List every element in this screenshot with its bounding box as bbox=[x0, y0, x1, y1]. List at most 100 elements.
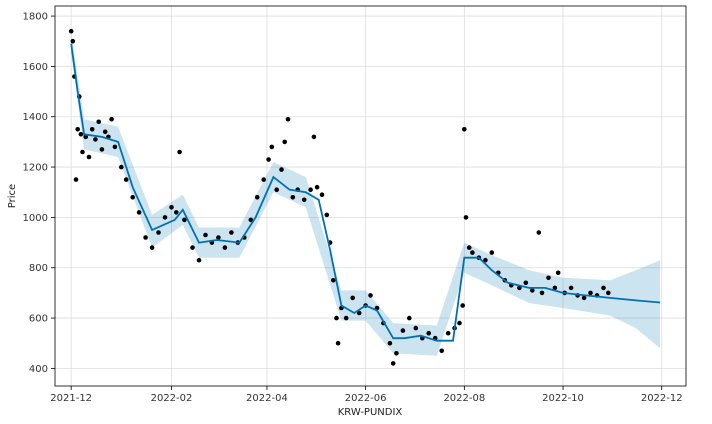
y-axis-label: Price bbox=[7, 184, 18, 208]
forecast-line bbox=[70, 43, 661, 342]
data-point bbox=[457, 320, 462, 326]
data-point bbox=[387, 340, 393, 346]
data-point bbox=[222, 245, 228, 250]
data-point bbox=[190, 245, 195, 250]
data-point bbox=[78, 132, 84, 137]
y-tick-label: 1200 bbox=[23, 163, 48, 174]
data-point bbox=[546, 275, 551, 281]
data-point bbox=[601, 285, 606, 291]
data-point bbox=[177, 149, 182, 155]
data-point bbox=[269, 144, 275, 150]
data-point bbox=[102, 129, 108, 135]
uncertainty-area bbox=[71, 33, 661, 356]
data-point bbox=[426, 330, 432, 336]
data-point bbox=[308, 187, 313, 192]
data-point bbox=[319, 192, 325, 197]
y-tick-label: 800 bbox=[29, 263, 48, 274]
data-point bbox=[216, 235, 221, 240]
x-axis-ticks: 2021-12 2022-02 2022-04 2022-06 2022-08 2022-… bbox=[50, 386, 683, 404]
x-tick-label: 2022-06 bbox=[345, 393, 387, 404]
data-point bbox=[285, 116, 291, 122]
data-point bbox=[119, 164, 124, 170]
data-point bbox=[356, 310, 362, 316]
data-point bbox=[588, 290, 593, 296]
plot-frame bbox=[54, 5, 687, 387]
data-point bbox=[331, 278, 336, 283]
data-point bbox=[86, 154, 92, 160]
y-tick-label: 1400 bbox=[23, 112, 48, 123]
data-point bbox=[445, 330, 451, 336]
data-point bbox=[311, 134, 317, 140]
data-point bbox=[123, 177, 129, 182]
data-point bbox=[523, 280, 529, 286]
y-tick-label: 1600 bbox=[23, 62, 48, 73]
forecast-path bbox=[70, 43, 661, 342]
data-point bbox=[89, 127, 95, 132]
data-point bbox=[552, 285, 558, 291]
data-point bbox=[483, 257, 488, 263]
data-point bbox=[149, 245, 155, 250]
data-point bbox=[174, 210, 179, 215]
x-tick-label: 2021-12 bbox=[50, 393, 92, 404]
data-point bbox=[463, 215, 469, 220]
data-point bbox=[606, 290, 611, 296]
data-point bbox=[413, 325, 419, 331]
x-tick-label: 2022-10 bbox=[542, 393, 584, 404]
data-point bbox=[68, 28, 74, 34]
data-point bbox=[162, 215, 168, 220]
data-point bbox=[254, 195, 260, 200]
data-point bbox=[489, 250, 495, 255]
data-point bbox=[70, 38, 76, 44]
data-point bbox=[96, 119, 101, 125]
data-point bbox=[99, 147, 105, 152]
data-point bbox=[350, 295, 356, 301]
y-tick-label: 600 bbox=[29, 314, 48, 325]
data-point bbox=[93, 137, 98, 142]
data-point bbox=[73, 177, 79, 182]
y-axis-ticks: 400 600 800 1000 1200 1400 1600 1800 bbox=[23, 12, 55, 375]
data-point bbox=[334, 315, 339, 321]
data-point bbox=[279, 167, 284, 172]
data-point bbox=[462, 127, 467, 132]
x-tick-label: 2022-04 bbox=[246, 393, 288, 404]
data-point bbox=[314, 184, 320, 190]
data-point bbox=[343, 315, 349, 321]
data-point bbox=[568, 285, 574, 291]
data-point bbox=[136, 210, 142, 215]
data-point bbox=[112, 144, 118, 150]
gridlines bbox=[55, 6, 686, 386]
plot-background bbox=[55, 6, 686, 386]
data-point bbox=[75, 127, 80, 132]
data-point bbox=[83, 134, 88, 140]
data-point bbox=[335, 340, 341, 346]
y-tick-label: 1000 bbox=[23, 213, 48, 224]
x-tick-label: 2022-08 bbox=[443, 393, 485, 404]
data-point bbox=[439, 348, 445, 354]
data-point bbox=[156, 230, 161, 235]
x-tick-label: 2022-12 bbox=[641, 393, 683, 404]
x-axis-label: KRW-PUNDIX bbox=[338, 407, 403, 418]
data-point bbox=[324, 212, 330, 218]
data-point bbox=[196, 257, 202, 263]
data-point bbox=[470, 250, 475, 255]
x-tick-label: 2022-02 bbox=[151, 393, 193, 404]
data-point bbox=[182, 217, 187, 223]
data-point bbox=[282, 139, 288, 145]
data-point bbox=[261, 177, 267, 182]
data-point bbox=[581, 295, 587, 301]
data-point bbox=[394, 351, 399, 356]
data-point bbox=[460, 303, 466, 308]
y-tick-label: 400 bbox=[29, 364, 48, 375]
data-point bbox=[466, 245, 472, 250]
data-point bbox=[203, 232, 208, 238]
data-point bbox=[555, 270, 561, 276]
data-point bbox=[266, 157, 271, 162]
y-tick-label: 1800 bbox=[23, 12, 48, 23]
data-point bbox=[390, 361, 396, 366]
data-point bbox=[400, 328, 406, 333]
uncertainty-band bbox=[71, 33, 661, 356]
data-point bbox=[130, 195, 135, 200]
data-point bbox=[301, 197, 307, 203]
data-point bbox=[530, 288, 535, 293]
